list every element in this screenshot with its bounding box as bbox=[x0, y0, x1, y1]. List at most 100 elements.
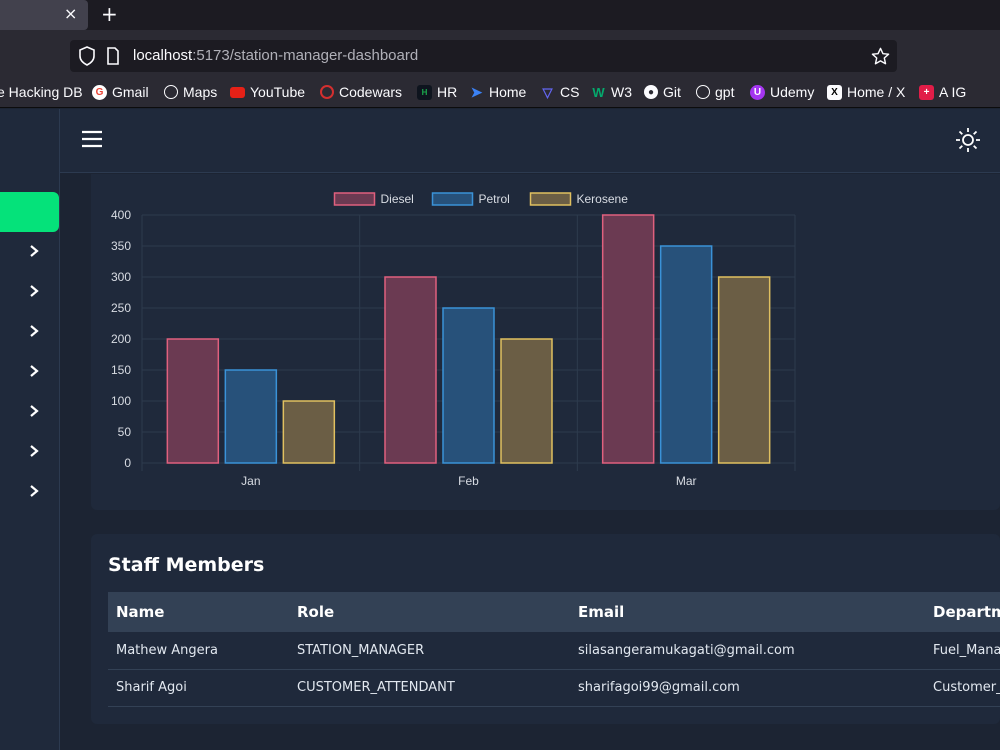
column-header-role: Role bbox=[289, 592, 570, 632]
bookmark-label: Codewars bbox=[339, 84, 403, 100]
x-tick-label: Feb bbox=[458, 474, 479, 488]
staff-table: Name Role Email Departme Mathew Angera S… bbox=[108, 592, 1000, 707]
theme-toggle-sun-icon[interactable] bbox=[955, 127, 981, 153]
table-row[interactable]: Sharif Agoi CUSTOMER_ATTENDANT sharifago… bbox=[108, 669, 1000, 707]
bar-kerosene-feb bbox=[500, 338, 553, 464]
cell-email: sharifagoi99@gmail.com bbox=[570, 669, 925, 707]
y-tick-label: 200 bbox=[111, 332, 131, 346]
bookmark-udemy[interactable]: U Udemy bbox=[750, 83, 814, 101]
bookmark-label: Home bbox=[489, 84, 527, 100]
chevron-right-icon[interactable] bbox=[28, 324, 40, 338]
bookmark-label: CS bbox=[560, 84, 580, 100]
url-host: localhost bbox=[133, 47, 193, 64]
bar-petrol-jan bbox=[224, 369, 278, 464]
bookmark-label: Home / X bbox=[847, 84, 906, 100]
address-bar[interactable] bbox=[70, 40, 897, 72]
bar-diesel-mar bbox=[601, 214, 655, 464]
cell-department: Customer_ bbox=[925, 669, 1000, 707]
new-tab-button[interactable]: + bbox=[101, 2, 118, 26]
y-tick-label: 400 bbox=[111, 208, 131, 222]
openai-icon bbox=[696, 85, 710, 99]
bookmark-label: HR bbox=[437, 84, 458, 100]
bookmark-label: gpt bbox=[715, 84, 735, 100]
globe-icon bbox=[164, 85, 178, 99]
tracking-protection-shield-icon[interactable] bbox=[78, 46, 96, 66]
chevron-right-icon[interactable] bbox=[28, 484, 40, 498]
chevron-right-icon[interactable] bbox=[28, 444, 40, 458]
y-tick-label: 250 bbox=[111, 301, 131, 315]
bar-petrol-feb bbox=[442, 307, 495, 464]
url-path: :5173/station-manager-dashboard bbox=[192, 47, 419, 64]
udemy-icon: U bbox=[750, 84, 765, 100]
url-text[interactable]: localhost:5173/station-manager-dashboard bbox=[133, 47, 418, 64]
page-info-icon[interactable] bbox=[106, 47, 120, 65]
bookmark-home[interactable]: ➤ Home bbox=[469, 83, 527, 101]
bookmark-label: YouTube bbox=[250, 84, 306, 100]
bookmark-maps[interactable]: Maps bbox=[164, 83, 217, 101]
bar-diesel-feb bbox=[384, 276, 437, 464]
bookmark-codewars[interactable]: Codewars bbox=[320, 83, 402, 101]
home-bookmark-icon: ➤ bbox=[470, 83, 483, 100]
main-content: 0 50 100 150 200 250 300 350 400 Jan Feb Mar Diesel P… bbox=[60, 174, 1000, 750]
bookmark-label: Udemy bbox=[770, 84, 815, 100]
staff-members-title: Staff Members bbox=[108, 554, 265, 576]
bookmark-youtube[interactable]: YouTube bbox=[230, 83, 305, 101]
legend-label: Kerosene bbox=[577, 192, 629, 206]
x-tick-label: Jan bbox=[241, 474, 260, 488]
chevron-right-icon[interactable] bbox=[28, 284, 40, 298]
hackerrank-icon: H bbox=[417, 84, 432, 100]
bookmark-ig[interactable]: + A IG bbox=[919, 83, 966, 101]
cell-name: Mathew Angera bbox=[108, 632, 289, 670]
y-tick-label: 300 bbox=[111, 270, 131, 284]
x-tick-label: Mar bbox=[676, 474, 697, 488]
cell-name: Sharif Agoi bbox=[108, 669, 289, 707]
w3-icon: W bbox=[592, 84, 605, 100]
bookmark-git[interactable]: ● Git bbox=[644, 83, 681, 101]
y-tick-label: 350 bbox=[111, 239, 131, 253]
bookmark-label: e Hacking DB bbox=[0, 84, 83, 100]
bookmark-hacking-db[interactable]: e Hacking DB bbox=[0, 83, 83, 101]
cell-role: STATION_MANAGER bbox=[289, 632, 570, 670]
close-tab-icon[interactable]: × bbox=[64, 4, 78, 23]
legend-label: Petrol bbox=[479, 192, 510, 206]
cell-department: Fuel_Mana bbox=[925, 632, 1000, 670]
app-header bbox=[60, 109, 1000, 173]
youtube-icon bbox=[230, 86, 245, 98]
x-icon: X bbox=[827, 84, 842, 100]
bookmark-cs[interactable]: ▽ CS bbox=[540, 83, 580, 101]
bookmark-hr[interactable]: H HR bbox=[417, 83, 457, 101]
table-row[interactable]: Mathew Angera STATION_MANAGER silasanger… bbox=[108, 632, 1000, 670]
bookmark-label: Gmail bbox=[112, 84, 149, 100]
codewars-icon bbox=[320, 85, 334, 99]
sidebar bbox=[0, 109, 60, 750]
bookmark-label: A IG bbox=[939, 84, 967, 100]
bookmark-x[interactable]: X Home / X bbox=[827, 83, 905, 101]
chevron-right-icon[interactable] bbox=[28, 364, 40, 378]
legend-swatch bbox=[333, 192, 376, 206]
browser-tab-strip: × + bbox=[0, 0, 1000, 30]
cs-icon: ▽ bbox=[542, 84, 553, 100]
column-header-name: Name bbox=[108, 592, 289, 632]
bookmark-label: Maps bbox=[183, 84, 218, 100]
y-tick-label: 0 bbox=[124, 456, 131, 470]
bookmark-gmail[interactable]: G Gmail bbox=[92, 83, 149, 101]
bookmark-w3[interactable]: W W3 bbox=[591, 83, 632, 101]
staff-members-card: Staff Members Name Role Email Departme M… bbox=[91, 534, 1000, 724]
chevron-right-icon[interactable] bbox=[28, 244, 40, 258]
ig-icon: + bbox=[919, 84, 934, 100]
sidebar-item-active[interactable] bbox=[0, 192, 59, 232]
column-header-department: Departme bbox=[925, 592, 1000, 632]
bookmarks-toolbar: e Hacking DB G Gmail Maps YouTube Codewar… bbox=[0, 76, 1000, 108]
cell-email: silasangeramukagati@gmail.com bbox=[570, 632, 925, 670]
browser-tab[interactable]: × bbox=[0, 0, 88, 30]
bookmark-label: Git bbox=[663, 84, 681, 100]
y-tick-label: 100 bbox=[111, 394, 131, 408]
bookmark-star-icon[interactable] bbox=[871, 47, 890, 66]
bookmark-gpt[interactable]: gpt bbox=[696, 83, 734, 101]
hamburger-menu-icon[interactable] bbox=[81, 130, 103, 148]
y-tick-label: 150 bbox=[111, 363, 131, 377]
chevron-right-icon[interactable] bbox=[28, 404, 40, 418]
y-tick-label: 50 bbox=[118, 425, 132, 439]
bookmark-label: W3 bbox=[611, 84, 632, 100]
bar-chart: 0 50 100 150 200 250 300 350 400 Jan Feb Mar Diesel P… bbox=[111, 192, 796, 488]
